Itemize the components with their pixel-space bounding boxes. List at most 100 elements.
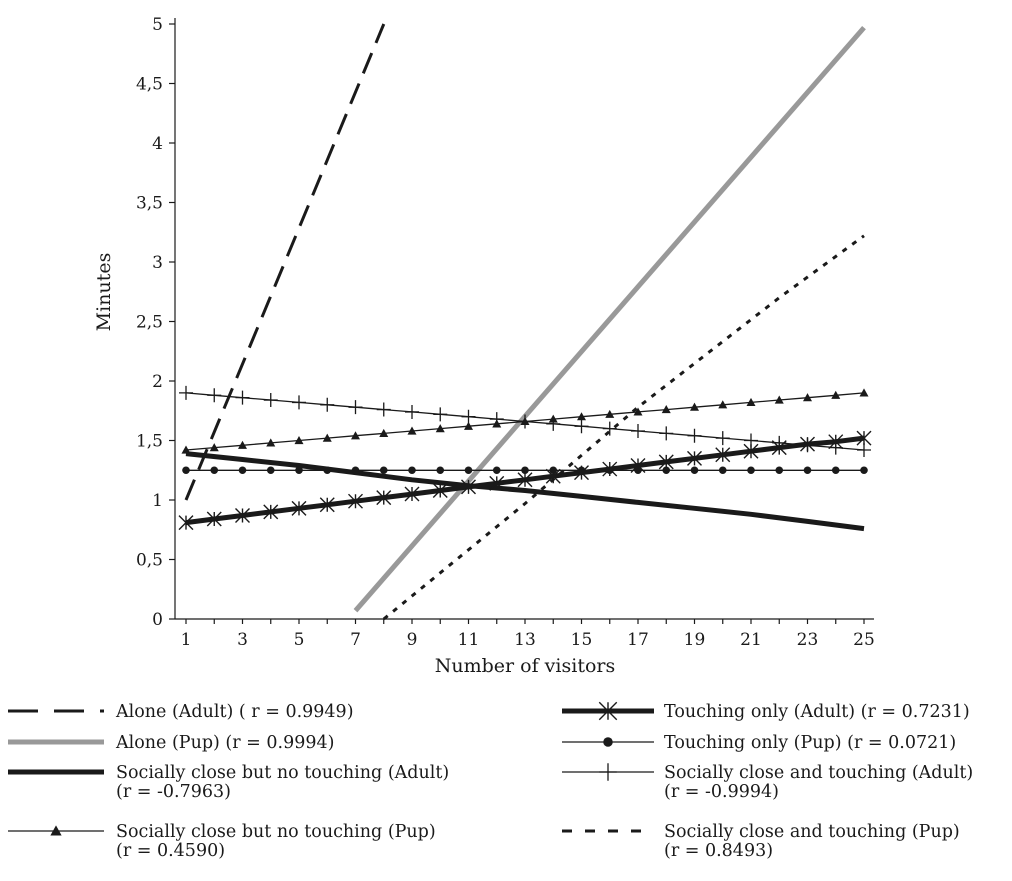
series-line bbox=[353, 25, 866, 613]
plus-marker bbox=[320, 397, 335, 412]
x-tick-label: 7 bbox=[350, 630, 361, 650]
x-tick-label: 11 bbox=[458, 630, 480, 650]
legend-label-line2: (r = -0.9994) bbox=[664, 782, 779, 802]
legend-label: Alone (Adult) ( r = 0.9949) bbox=[115, 702, 354, 722]
circle-marker bbox=[521, 466, 529, 475]
plus-marker bbox=[602, 421, 617, 436]
circle-marker bbox=[436, 466, 445, 475]
legend-label-line2: (r = -0.7963) bbox=[116, 782, 231, 802]
plus-marker bbox=[405, 404, 419, 419]
triangle-marker bbox=[407, 426, 417, 435]
legend-label: Socially close but no touching (Pup) bbox=[116, 822, 436, 842]
circle-marker bbox=[351, 466, 360, 475]
asterisk-marker bbox=[687, 450, 702, 466]
plot-area: 00,511,522,533,544,551 3 5 7 9 11 13 15 17 19 21 23… bbox=[136, 15, 875, 650]
triangle-marker bbox=[577, 412, 586, 421]
x-tick-label: 21 bbox=[740, 630, 762, 650]
circle-marker bbox=[747, 466, 755, 475]
legend-item: Alone (Pup) (r = 0.9994) bbox=[8, 733, 334, 753]
series-6 bbox=[182, 466, 868, 475]
legend-label-line2: (r = 0.4590) bbox=[116, 841, 225, 861]
circle-marker bbox=[577, 466, 586, 475]
circle-marker bbox=[182, 466, 190, 475]
circle-marker bbox=[603, 737, 613, 747]
asterisk-marker bbox=[319, 497, 335, 513]
series-3 bbox=[185, 451, 865, 532]
legend-label: Touching only (Pup) (r = 0.0721) bbox=[664, 733, 956, 753]
x-tick-label: 9 bbox=[407, 630, 418, 650]
y-tick-label: 0 bbox=[152, 610, 163, 630]
circle-marker bbox=[662, 466, 671, 475]
triangle-marker bbox=[746, 397, 756, 407]
circle-marker bbox=[210, 466, 219, 475]
plus-marker bbox=[489, 412, 504, 427]
plus-marker bbox=[546, 416, 561, 431]
x-axis-label: Number of visitors bbox=[435, 655, 615, 677]
y-axis-label: Minutes bbox=[93, 253, 115, 332]
circle-marker bbox=[775, 466, 784, 475]
y-tick-label: 5 bbox=[152, 15, 163, 35]
y-tick-label: 4 bbox=[152, 134, 163, 154]
circle-marker bbox=[408, 466, 416, 475]
triangle-marker bbox=[435, 424, 445, 433]
y-tick-label: 1,5 bbox=[136, 432, 163, 452]
series-8 bbox=[382, 234, 865, 621]
legend-label: Alone (Pup) (r = 0.9994) bbox=[115, 733, 334, 753]
plus-marker bbox=[433, 407, 448, 422]
y-tick-label: 4,5 bbox=[136, 75, 163, 95]
triangle-marker bbox=[379, 428, 389, 437]
legend-label: Socially close and touching (Adult) bbox=[664, 763, 973, 783]
x-tick-label: 13 bbox=[514, 630, 536, 650]
plus-marker bbox=[659, 426, 674, 441]
legend: Alone (Adult) ( r = 0.9949) Alone (Pup) (… bbox=[8, 701, 973, 861]
circle-marker bbox=[831, 466, 840, 475]
y-tick-label: 1 bbox=[152, 491, 163, 511]
plus-marker bbox=[461, 409, 476, 424]
asterisk-marker bbox=[263, 504, 279, 520]
series-2 bbox=[353, 25, 866, 613]
asterisk-marker bbox=[178, 515, 194, 531]
legend-item: Socially close but no touching (Pup)(r =… bbox=[8, 822, 436, 861]
triangle-marker bbox=[464, 421, 473, 430]
circle-marker bbox=[718, 466, 727, 475]
legend-label-line2: (r = 0.8493) bbox=[664, 841, 773, 861]
circle-marker bbox=[690, 466, 699, 475]
triangle-marker bbox=[181, 445, 191, 454]
circle-marker bbox=[266, 466, 275, 475]
plus-marker bbox=[179, 385, 193, 400]
asterisk-marker bbox=[489, 475, 505, 491]
triangle-marker bbox=[859, 388, 869, 397]
series-1 bbox=[184, 23, 386, 501]
plus-marker bbox=[631, 423, 645, 438]
circle-marker bbox=[238, 466, 247, 475]
circle-marker bbox=[295, 466, 303, 475]
asterisk-marker bbox=[348, 493, 363, 509]
y-tick-label: 0,5 bbox=[136, 551, 163, 571]
plus-marker bbox=[574, 419, 589, 434]
triangle-marker bbox=[774, 395, 784, 404]
x-tick-label: 25 bbox=[853, 630, 875, 650]
plus-marker bbox=[376, 402, 391, 417]
triangle-marker bbox=[294, 436, 304, 445]
plus-marker bbox=[207, 388, 222, 403]
y-tick-label: 2 bbox=[152, 372, 163, 392]
legend-item: Socially close but no touching (Adult)(r… bbox=[8, 763, 449, 802]
legend-label: Socially close and touching (Pup) bbox=[664, 822, 960, 842]
triangle-marker bbox=[633, 407, 643, 416]
asterisk-marker bbox=[715, 447, 731, 463]
x-tick-label: 15 bbox=[571, 630, 593, 650]
legend-label: Socially close but no touching (Adult) bbox=[116, 763, 449, 783]
triangle-marker bbox=[718, 400, 728, 409]
circle-marker bbox=[605, 466, 614, 475]
asterisk-marker bbox=[206, 511, 222, 527]
asterisk-marker bbox=[856, 430, 872, 446]
plus-marker bbox=[715, 431, 730, 446]
x-tick-label: 17 bbox=[627, 630, 649, 650]
x-tick-label: 5 bbox=[294, 630, 305, 650]
y-tick-label: 2,5 bbox=[136, 313, 163, 333]
circle-marker bbox=[492, 466, 501, 475]
circle-marker bbox=[323, 466, 332, 475]
legend-item: Socially close and touching (Pup)(r = 0.… bbox=[562, 822, 960, 861]
triangle-marker bbox=[266, 438, 276, 447]
